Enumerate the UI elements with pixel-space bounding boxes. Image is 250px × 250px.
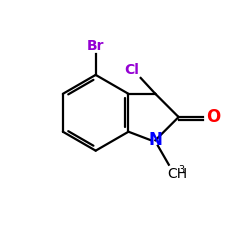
Text: Cl: Cl (124, 63, 140, 77)
Text: CH: CH (168, 167, 188, 181)
Text: Br: Br (87, 39, 104, 53)
Text: 3: 3 (178, 165, 184, 175)
Text: N: N (148, 131, 162, 149)
Text: O: O (206, 108, 220, 126)
